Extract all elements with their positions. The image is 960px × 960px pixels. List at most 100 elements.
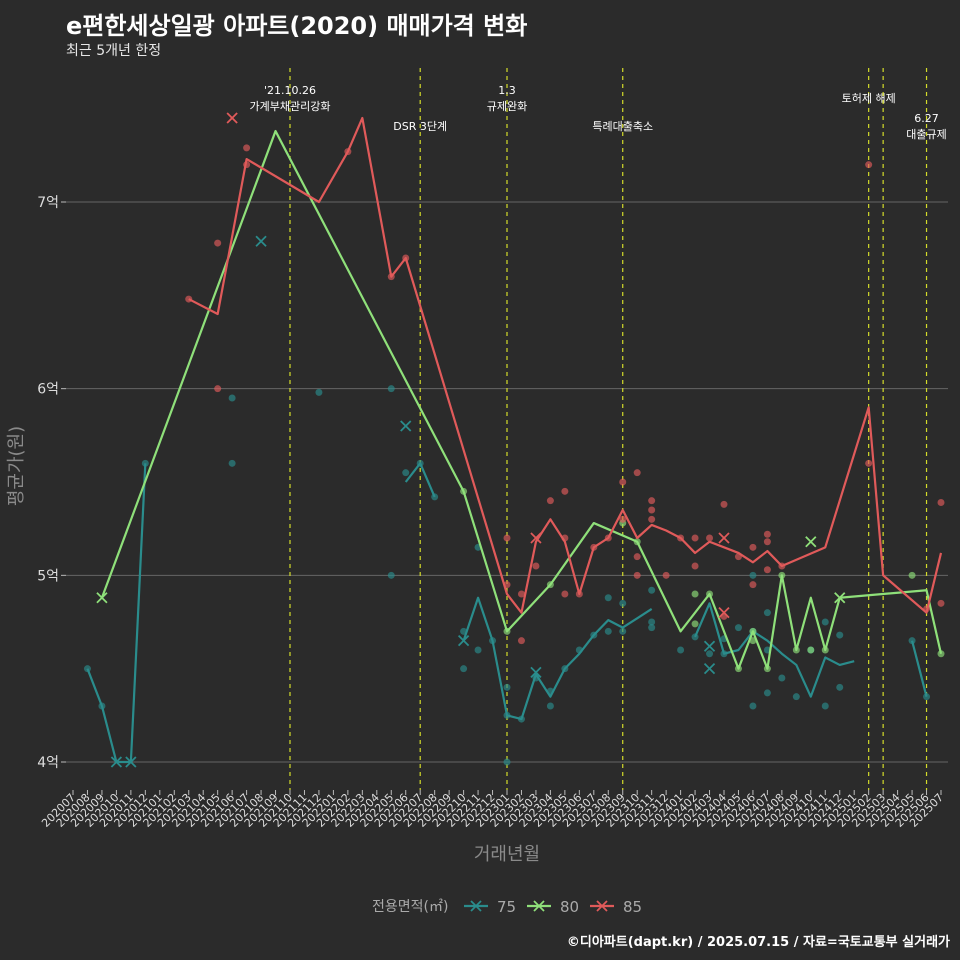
cross-marker-80 xyxy=(834,592,846,604)
legend-title: 전용면적(㎡) xyxy=(372,899,448,915)
cross-stroke xyxy=(226,112,238,124)
data-point-75 xyxy=(778,674,786,682)
data-point-85 xyxy=(763,530,771,538)
data-point-75 xyxy=(546,702,554,710)
event-label: 가계부채관리강화 xyxy=(250,100,331,113)
event-label: '21.10.26 xyxy=(264,84,316,97)
data-point-75 xyxy=(734,624,742,632)
data-point-75 xyxy=(677,646,685,654)
cross-stroke xyxy=(110,756,123,768)
data-point-75 xyxy=(706,650,714,658)
series-line-75 xyxy=(404,462,436,498)
cross-marker-85 xyxy=(530,532,542,544)
data-point-85 xyxy=(214,385,222,393)
data-point-85 xyxy=(503,534,511,542)
data-point-85 xyxy=(691,562,699,570)
legend-cross xyxy=(470,900,482,912)
data-point-85 xyxy=(662,571,670,579)
cross-stroke xyxy=(718,532,730,544)
data-point-75 xyxy=(763,689,771,697)
event-label: 토허제 해제 xyxy=(842,91,896,105)
legend-item-80: 80 xyxy=(527,898,579,916)
cross-marker-80 xyxy=(96,592,108,604)
cross-marker-75 xyxy=(703,640,716,652)
y-tick-label: 6억 xyxy=(37,382,59,398)
data-point-75 xyxy=(792,693,800,701)
cross-stroke xyxy=(457,635,470,647)
legend-cross xyxy=(533,900,545,912)
data-point-75 xyxy=(228,394,236,402)
cross-marker-80 xyxy=(805,536,817,548)
data-point-75 xyxy=(503,683,511,691)
data-point-75 xyxy=(387,385,395,393)
event-label: DSR 3단계 xyxy=(393,120,447,133)
series-line-75 xyxy=(462,596,653,721)
cross-marker-75 xyxy=(400,420,412,432)
data-point-75 xyxy=(836,631,844,639)
cross-stroke xyxy=(125,756,137,768)
data-point-85 xyxy=(619,515,627,523)
data-point-85 xyxy=(937,599,945,607)
cross-marker-85 xyxy=(718,607,730,619)
legend-label: 85 xyxy=(623,898,642,916)
data-point-75 xyxy=(474,646,482,654)
data-point-85 xyxy=(619,478,627,486)
data-point-80 xyxy=(691,620,699,628)
data-point-75 xyxy=(821,618,829,626)
data-point-85 xyxy=(517,590,525,598)
cross-stroke xyxy=(96,592,108,604)
data-point-85 xyxy=(865,161,873,169)
data-point-75 xyxy=(821,702,829,710)
series-line-85 xyxy=(188,116,943,614)
data-point-85 xyxy=(633,469,641,477)
cross-stroke xyxy=(805,536,817,548)
data-point-75 xyxy=(604,627,612,635)
legend-cross xyxy=(596,900,608,912)
data-point-85 xyxy=(691,534,699,542)
y-axis-title: 평균가(원) xyxy=(6,426,27,506)
data-point-80 xyxy=(908,571,916,579)
data-point-85 xyxy=(937,499,945,507)
data-point-75 xyxy=(749,702,757,710)
data-point-75 xyxy=(228,459,236,467)
data-point-85 xyxy=(517,637,525,645)
data-point-85 xyxy=(546,497,554,505)
data-point-85 xyxy=(749,581,757,589)
data-point-85 xyxy=(648,497,656,505)
cross-marker-75 xyxy=(125,756,137,768)
cross-stroke xyxy=(703,663,716,675)
data-point-85 xyxy=(561,487,569,495)
cross-marker-75 xyxy=(255,235,267,247)
credit-text: ©디아파트(dapt.kr) / 2025.07.15 / 자료=국토교통부 실… xyxy=(566,935,950,950)
series-line-75 xyxy=(694,602,855,698)
data-point-80 xyxy=(749,637,757,645)
event-label: 6.27 xyxy=(914,112,939,125)
data-point-85 xyxy=(243,144,251,152)
data-point-85 xyxy=(763,566,771,574)
data-point-85 xyxy=(532,562,540,570)
data-point-75 xyxy=(619,627,627,635)
cross-stroke xyxy=(718,607,730,619)
data-point-80 xyxy=(691,590,699,598)
data-point-85 xyxy=(763,538,771,546)
cross-stroke xyxy=(255,235,267,247)
y-tick-label: 7억 xyxy=(37,195,59,211)
series-line-75 xyxy=(86,463,147,764)
event-label: 규제완화 xyxy=(487,100,527,113)
data-point-75 xyxy=(648,624,656,632)
y-tick-label: 4억 xyxy=(37,755,59,771)
cross-stroke xyxy=(703,640,716,652)
data-point-85 xyxy=(706,534,714,542)
legend-item-85: 85 xyxy=(590,898,642,916)
cross-marker-85 xyxy=(718,532,730,544)
data-point-75 xyxy=(619,599,627,607)
data-point-85 xyxy=(720,500,728,508)
cross-marker-75 xyxy=(530,666,542,679)
data-point-85 xyxy=(633,553,641,561)
data-point-75 xyxy=(315,388,323,396)
x-axis-title: 거래년월 xyxy=(474,844,540,865)
data-point-75 xyxy=(387,571,395,579)
data-point-75 xyxy=(648,618,656,626)
data-point-85 xyxy=(648,506,656,514)
